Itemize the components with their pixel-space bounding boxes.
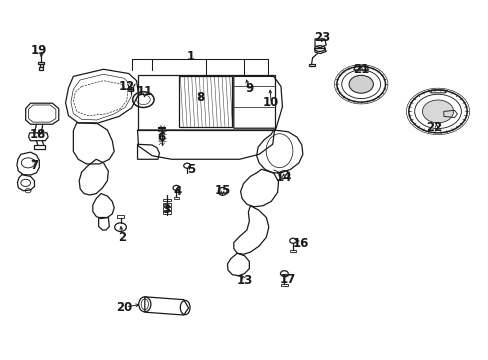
Text: 13: 13 bbox=[236, 274, 252, 287]
Text: 17: 17 bbox=[280, 273, 296, 286]
Text: 11: 11 bbox=[137, 85, 153, 98]
Text: 16: 16 bbox=[292, 237, 308, 250]
Text: 5: 5 bbox=[186, 163, 195, 176]
Text: 7: 7 bbox=[30, 159, 39, 172]
Text: 21: 21 bbox=[352, 63, 368, 76]
Text: 4: 4 bbox=[173, 185, 181, 198]
Text: 3: 3 bbox=[163, 203, 170, 216]
Text: 2: 2 bbox=[118, 231, 126, 244]
Circle shape bbox=[348, 75, 372, 93]
Text: 22: 22 bbox=[425, 121, 441, 134]
Text: 1: 1 bbox=[186, 50, 195, 63]
Text: 19: 19 bbox=[31, 44, 47, 57]
Text: 23: 23 bbox=[313, 31, 330, 44]
Text: 15: 15 bbox=[214, 184, 230, 197]
Text: 9: 9 bbox=[245, 82, 253, 95]
Text: 10: 10 bbox=[263, 96, 279, 109]
Text: 6: 6 bbox=[158, 131, 165, 144]
Text: 20: 20 bbox=[116, 301, 132, 314]
Polygon shape bbox=[158, 127, 165, 129]
Text: 18: 18 bbox=[30, 128, 46, 141]
Text: 14: 14 bbox=[275, 171, 291, 184]
Text: 12: 12 bbox=[119, 80, 135, 93]
Text: 8: 8 bbox=[196, 91, 204, 104]
Circle shape bbox=[422, 100, 453, 123]
